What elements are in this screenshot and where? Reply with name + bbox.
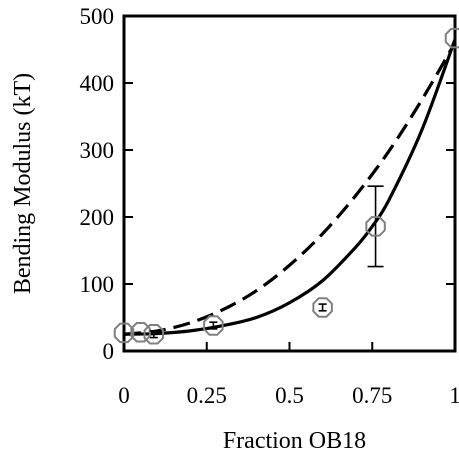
x-tick-label: 0.5 bbox=[275, 383, 304, 408]
lines-layer bbox=[123, 38, 457, 336]
ticks-layer: 0 100 200 300 400 500 0 0.25 0.5 0.75 1 bbox=[80, 4, 459, 408]
x-axis-title: Fraction OB18 bbox=[223, 428, 366, 454]
y-tick-label: 100 bbox=[80, 272, 115, 297]
y-tick-label: 400 bbox=[80, 71, 115, 96]
y-tick-label: 0 bbox=[103, 339, 115, 364]
x-tick-label: 0 bbox=[118, 383, 130, 408]
y-tick-label: 500 bbox=[80, 4, 115, 29]
solid-fit-line bbox=[123, 38, 457, 336]
y-tick-label: 300 bbox=[80, 138, 115, 163]
data-point bbox=[312, 297, 333, 318]
data-point bbox=[203, 315, 224, 336]
y-axis-title: Bending Modulus (kT) bbox=[10, 73, 36, 294]
points-layer bbox=[113, 27, 459, 345]
data-point bbox=[365, 216, 386, 237]
dashed-fit-line bbox=[123, 41, 457, 336]
x-tick-label: 1 bbox=[449, 383, 459, 408]
x-tick-label: 0.25 bbox=[187, 383, 227, 408]
y-tick-label: 200 bbox=[80, 205, 115, 230]
x-tick-label: 0.75 bbox=[352, 383, 392, 408]
data-point bbox=[444, 27, 459, 49]
data-point bbox=[143, 324, 165, 345]
plot-frame bbox=[122, 14, 457, 353]
